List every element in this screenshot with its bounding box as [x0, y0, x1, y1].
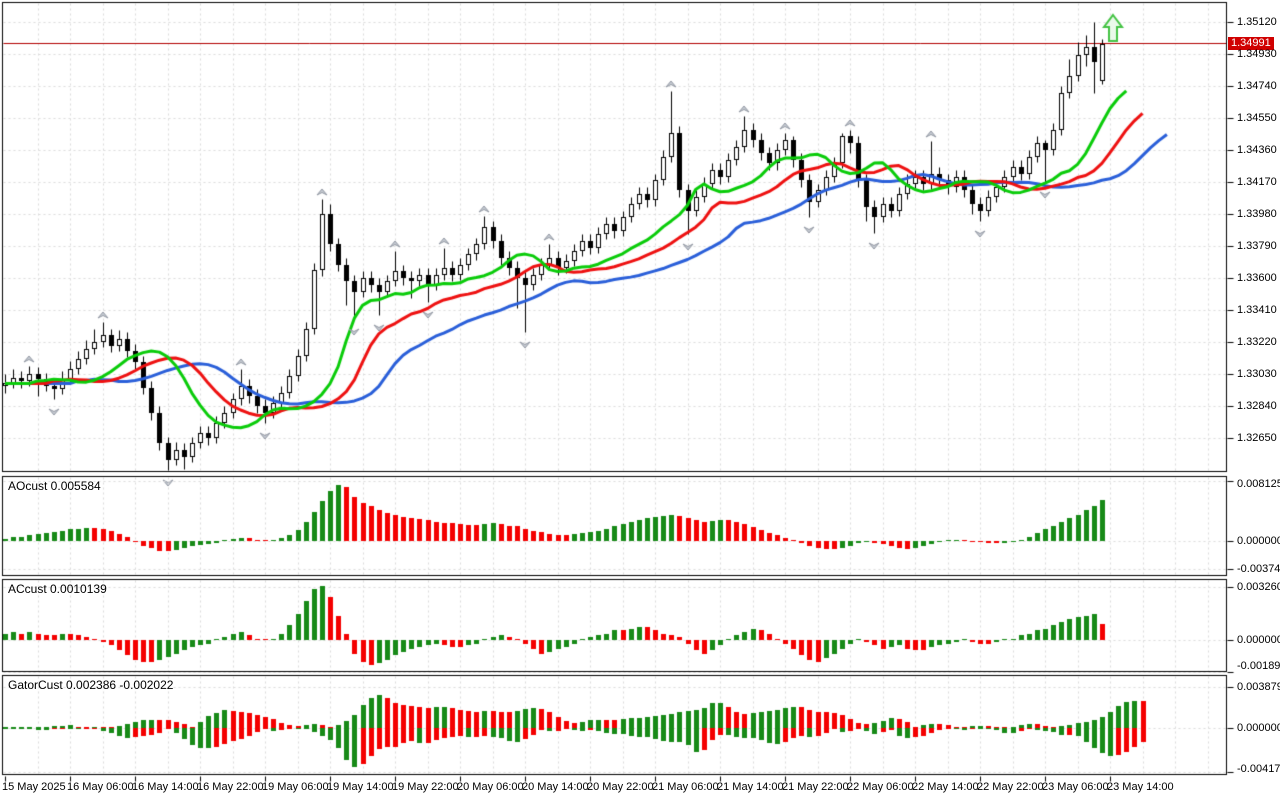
price-axis-label: 1.33790: [1237, 240, 1277, 252]
time-axis-label: 19 May 06:00: [262, 781, 329, 793]
time-axis-label: 21 May 06:00: [652, 781, 719, 793]
ac-axis-label: 0.0000000: [1237, 634, 1280, 646]
time-axis-label: 20 May 22:00: [587, 781, 654, 793]
time-axis-label: 23 May 14:00: [1107, 781, 1174, 793]
time-axis-label: 22 May 06:00: [847, 781, 914, 793]
gator-indicator-title: GatorCust 0.002386 -0.002022: [8, 678, 174, 692]
gator-axis-label: 0.000000: [1237, 722, 1280, 734]
ao-axis-label: 0.000000: [1237, 535, 1280, 547]
time-axis-label: 16 May 06:00: [67, 781, 134, 793]
price-axis-label: 1.33220: [1237, 336, 1277, 348]
time-axis-label: 16 May 14:00: [132, 781, 199, 793]
current-price-badge: 1.34991: [1228, 37, 1274, 50]
ao-axis-label: 0.008125: [1237, 478, 1280, 490]
gator-axis-label: 0.003879: [1237, 681, 1280, 693]
time-axis-label: 22 May 14:00: [912, 781, 979, 793]
price-axis-label: 1.32650: [1237, 432, 1277, 444]
time-axis-label: 22 May 22:00: [977, 781, 1044, 793]
ac-indicator-title: ACcust 0.0010139: [8, 582, 107, 596]
ao-indicator-title: AOcust 0.005584: [8, 479, 101, 493]
time-axis-label: 15 May 2025: [2, 781, 66, 793]
price-axis-label: 1.34360: [1237, 144, 1277, 156]
gator-axis-label: -0.004178: [1237, 763, 1280, 775]
price-axis-label: 1.33410: [1237, 304, 1277, 316]
time-axis-label: 20 May 14:00: [522, 781, 589, 793]
ac-axis-label: 0.0032604: [1237, 581, 1280, 593]
time-axis-label: 19 May 22:00: [392, 781, 459, 793]
price-axis-label: 1.34930: [1237, 48, 1277, 60]
price-axis-label: 1.34740: [1237, 80, 1277, 92]
price-axis-label: 1.33980: [1237, 208, 1277, 220]
gator-indicator-panel[interactable]: [2, 675, 1227, 775]
price-axis-label: 1.33030: [1237, 368, 1277, 380]
main-chart-panel[interactable]: [2, 2, 1227, 472]
price-axis-label: 1.34170: [1237, 176, 1277, 188]
time-axis-label: 21 May 22:00: [782, 781, 849, 793]
price-axis-label: 1.34550: [1237, 112, 1277, 124]
price-axis-label: 1.35120: [1237, 16, 1277, 28]
time-axis-label: 19 May 14:00: [327, 781, 394, 793]
time-axis-label: 20 May 06:00: [457, 781, 524, 793]
price-axis-label: 1.33600: [1237, 272, 1277, 284]
ao-indicator-panel[interactable]: [2, 476, 1227, 576]
time-axis-label: 21 May 14:00: [717, 781, 784, 793]
price-axis-label: 1.32840: [1237, 400, 1277, 412]
ac-axis-label: -0.0018932: [1237, 660, 1280, 672]
ac-indicator-panel[interactable]: [2, 579, 1227, 672]
time-axis-label: 16 May 22:00: [197, 781, 264, 793]
time-axis-label: 23 May 06:00: [1042, 781, 1109, 793]
